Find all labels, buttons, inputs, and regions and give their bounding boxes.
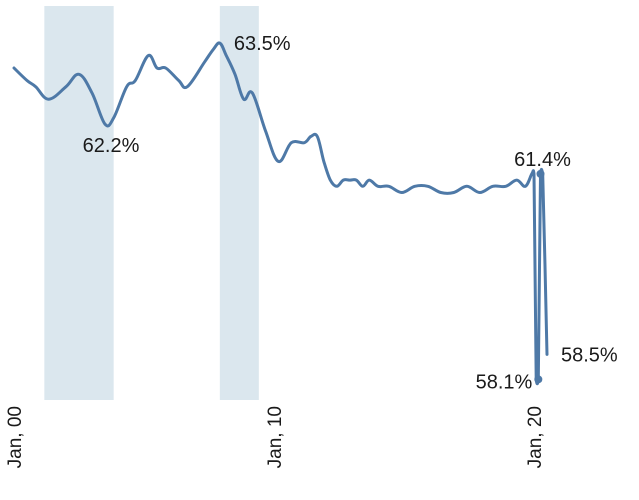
marker-point bbox=[536, 169, 545, 178]
x-tick-label: Jan, 10 bbox=[265, 406, 286, 468]
shaded-periods bbox=[44, 6, 259, 400]
series-line bbox=[12, 41, 549, 386]
data-labels: 62.2% 63.5% 61.4% 58.1% 58.5% bbox=[83, 33, 618, 393]
x-axis-ticks: Jan, 00 Jan, 10 Jan, 20 bbox=[5, 406, 546, 468]
marker-point bbox=[534, 375, 543, 384]
data-label: 58.1% bbox=[476, 371, 533, 393]
x-tick-label: Jan, 20 bbox=[525, 406, 546, 468]
data-label: 62.2% bbox=[83, 135, 140, 157]
data-label: 61.4% bbox=[514, 149, 571, 171]
x-tick-label: Jan, 00 bbox=[5, 406, 26, 468]
data-label: 58.5% bbox=[561, 344, 618, 366]
point-markers bbox=[534, 169, 545, 384]
data-label: 63.5% bbox=[234, 33, 291, 55]
shaded-period-2 bbox=[219, 6, 259, 400]
shaded-period-1 bbox=[44, 6, 114, 400]
